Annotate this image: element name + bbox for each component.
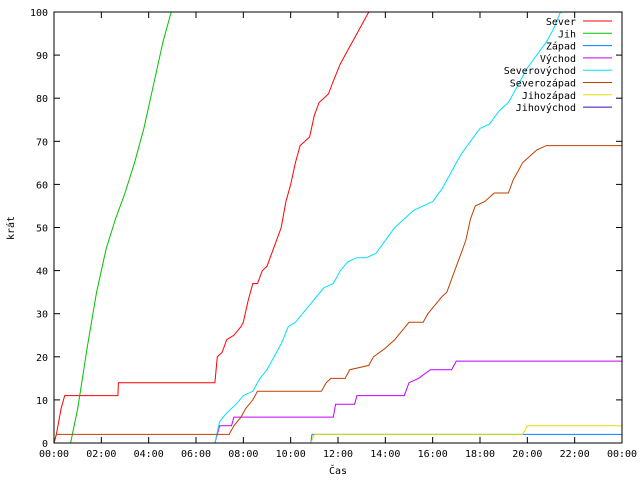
legend-label-6: Jihozápad: [522, 90, 576, 102]
x-tick-label: 12:00: [323, 449, 353, 460]
legend-label-1: Jih: [558, 29, 576, 40]
series-line-1: [70, 12, 172, 443]
y-tick-label: 90: [36, 51, 48, 62]
x-tick-label: 20:00: [512, 449, 542, 460]
x-tick-label: 00:00: [39, 449, 69, 460]
series-line-6: [54, 425, 622, 443]
legend-label-0: Sever: [546, 17, 576, 28]
x-tick-label: 18:00: [465, 449, 495, 460]
x-tick-label: 14:00: [370, 449, 400, 460]
x-tick-label: 08:00: [228, 449, 258, 460]
legend-label-2: Západ: [546, 41, 576, 53]
series-line-3: [54, 360, 622, 443]
x-tick-label: 10:00: [276, 449, 306, 460]
y-tick-label: 40: [36, 267, 48, 278]
y-tick-label: 20: [36, 353, 48, 364]
y-tick-label: 50: [36, 224, 48, 235]
y-tick-label: 80: [36, 94, 48, 105]
legend-label-4: Severovýchod: [504, 65, 576, 77]
x-tick-label: 22:00: [560, 449, 590, 460]
x-tick-label: 16:00: [418, 449, 448, 460]
y-tick-label: 0: [42, 439, 48, 450]
ticks-layer: 0 10 20 30 40 50 60 70 80 90 100 00:00 02:00 04:00 06:…: [30, 8, 637, 460]
legend: SeverJihZápadVýchodSeverovýchodSeverozáp…: [504, 17, 612, 114]
x-tick-label: 00:00: [607, 449, 637, 460]
legend-label-5: Severozápad: [510, 78, 576, 90]
legend-label-3: Východ: [540, 53, 576, 65]
y-tick-label: 70: [36, 137, 48, 148]
y-tick-label: 30: [36, 310, 48, 321]
y-tick-label: 60: [36, 180, 48, 191]
series-line-0: [54, 12, 370, 443]
series-line-5: [54, 145, 622, 443]
x-tick-label: 02:00: [86, 449, 116, 460]
x-tick-label: 04:00: [134, 449, 164, 460]
series-line-4: [54, 12, 561, 443]
y-axis-label: krát: [5, 216, 17, 240]
x-tick-label: 06:00: [181, 449, 211, 460]
series-layer: [54, 12, 622, 443]
y-tick-label: 100: [30, 8, 48, 19]
x-axis-label: Čas: [329, 464, 347, 477]
y-tick-label: 10: [36, 396, 48, 407]
legend-label-7: Jihovýchod: [516, 102, 576, 114]
